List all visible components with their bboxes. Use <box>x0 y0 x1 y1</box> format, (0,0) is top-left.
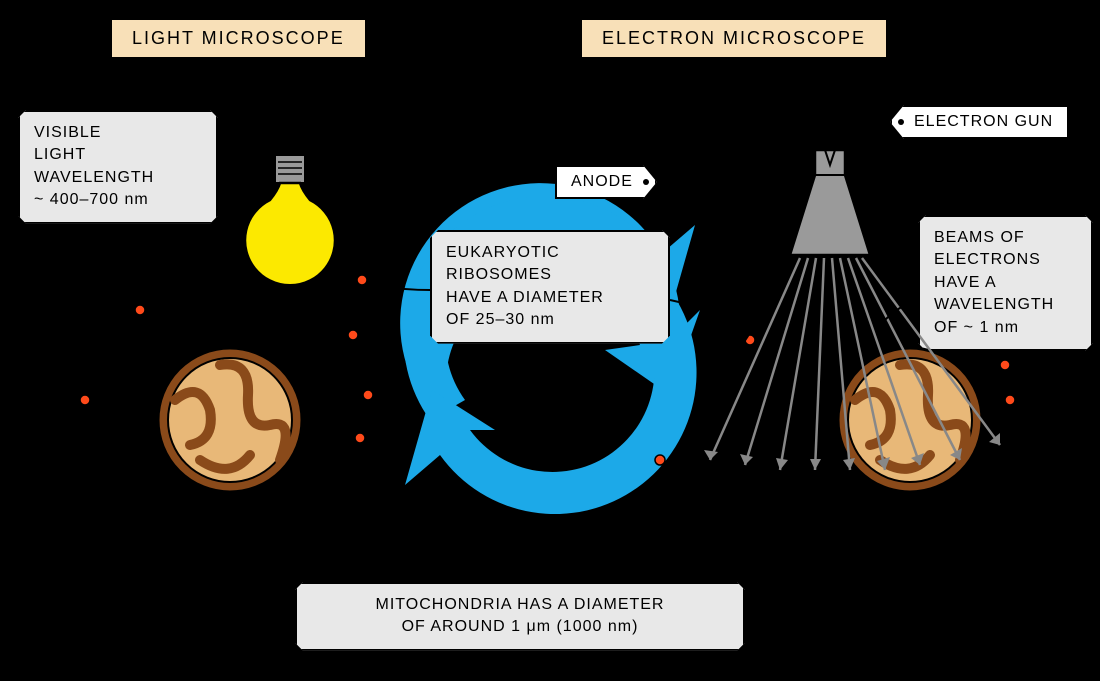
info-line: LIGHT <box>34 144 202 166</box>
info-line: HAVE A DIAMETER <box>446 287 654 309</box>
info-electron-beams: BEAMS OF ELECTRONS HAVE A WAVELENGTH OF … <box>918 215 1093 351</box>
tag-label: ELECTRON GUN <box>914 113 1053 130</box>
info-line: ~ 400–700 nm <box>34 189 202 211</box>
light-bulb-icon <box>245 155 335 285</box>
tag-anode: ANODE <box>555 165 657 199</box>
mitochondrion-left-icon <box>158 348 302 492</box>
info-line: ELECTRONS <box>934 249 1077 271</box>
info-line: OF 25–30 nm <box>446 309 654 331</box>
title-light-microscope: LIGHT MICROSCOPE <box>110 18 367 59</box>
info-line: RIBOSOMES <box>446 264 654 286</box>
info-line: VISIBLE <box>34 122 202 144</box>
info-line: MITOCHONDRIA HAS A DIAMETER <box>311 594 729 616</box>
ribosomes-right-icon <box>655 335 1015 465</box>
info-line: WAVELENGTH <box>34 167 202 189</box>
info-mitochondria: MITOCHONDRIA HAS A DIAMETER OF AROUND 1 … <box>295 582 745 651</box>
info-line: OF AROUND 1 μm (1000 nm) <box>311 616 729 638</box>
info-line: BEAMS OF <box>934 227 1077 249</box>
tag-electron-gun: ELECTRON GUN <box>890 105 1069 139</box>
tag-label: ANODE <box>571 173 633 190</box>
info-line: OF ~ 1 nm <box>934 317 1077 339</box>
info-line: HAVE A <box>934 272 1077 294</box>
tag-hole-icon <box>643 179 649 185</box>
ribosomes-left-icon <box>80 270 375 443</box>
title-electron-microscope: ELECTRON MICROSCOPE <box>580 18 888 59</box>
mitochondrion-right-icon <box>838 348 982 492</box>
info-visible-light: VISIBLE LIGHT WAVELENGTH ~ 400–700 nm <box>18 110 218 224</box>
info-line: EUKARYOTIC <box>446 242 654 264</box>
info-line: WAVELENGTH <box>934 294 1077 316</box>
tag-hole-icon <box>898 119 904 125</box>
info-ribosomes: EUKARYOTIC RIBOSOMES HAVE A DIAMETER OF … <box>430 230 670 344</box>
